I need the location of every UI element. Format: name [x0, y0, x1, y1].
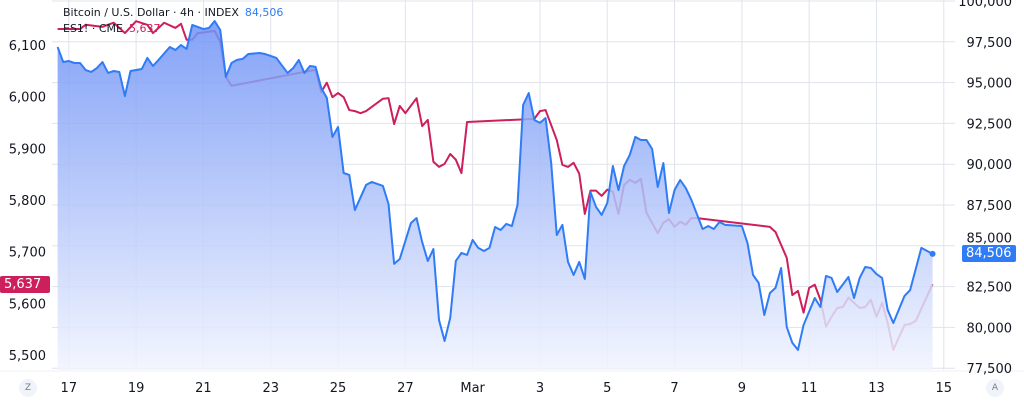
- x-tick-label: 5: [603, 381, 611, 396]
- right-tick-label: 82,500: [967, 281, 1013, 296]
- legend-es-value: 5,637: [128, 22, 161, 35]
- right-tick-label: 85,000: [967, 231, 1013, 246]
- x-tick-label: 25: [330, 381, 347, 396]
- x-tick-label: 27: [397, 381, 414, 396]
- zoom-reset-button[interactable]: Z: [19, 379, 37, 397]
- left-tick-label: 6,000: [9, 91, 46, 106]
- x-tick-label: 15: [936, 381, 953, 396]
- right-tick-label: 80,000: [967, 321, 1013, 336]
- x-tick-label: 9: [738, 381, 746, 396]
- right-axis[interactable]: 100,000 97,500 95,000 92,500 90,000 87,500 85,…: [958, 0, 1012, 377]
- es-price-badge: 5,637: [0, 275, 50, 293]
- btc-price-badge: 84,506: [962, 245, 1016, 263]
- legend-btc-label: Bitcoin / U.S. Dollar · 4h · INDEX: [63, 6, 239, 19]
- left-tick-label: 6,100: [9, 39, 46, 54]
- legend-es[interactable]: ES1! · CME 5,637: [63, 22, 160, 35]
- x-tick-label: 11: [801, 381, 818, 396]
- x-tick-label: 23: [262, 381, 279, 396]
- auto-scale-button[interactable]: A: [986, 379, 1004, 397]
- btc-area: [57, 21, 933, 370]
- btc-last-point-marker: [929, 250, 936, 257]
- btc-line: [56, 20, 934, 351]
- time-axis[interactable]: 17 19 21 23 25 27 Mar 3 5 7 9 11 13 15: [61, 381, 953, 396]
- right-tick-label: 92,500: [967, 117, 1013, 132]
- btc-series: [56, 20, 936, 370]
- left-tick-label: 5,900: [9, 142, 46, 157]
- left-axis[interactable]: 6,100 6,000 5,900 5,800 5,700 5,600 5,500: [9, 39, 46, 364]
- x-tick-label: 19: [128, 381, 145, 396]
- right-tick-label: 77,500: [967, 362, 1013, 377]
- left-tick-label: 5,700: [9, 246, 46, 261]
- x-tick-label: Mar: [460, 381, 485, 396]
- x-tick-label: 7: [670, 381, 678, 396]
- right-tick-label: 100,000: [958, 0, 1012, 10]
- right-tick-label: 87,500: [967, 199, 1013, 214]
- right-tick-label: 95,000: [967, 77, 1013, 92]
- legend-es-label: ES1! · CME: [63, 22, 123, 35]
- x-tick-label: 21: [195, 381, 212, 396]
- legend-btc-value: 84,506: [244, 6, 284, 19]
- x-tick-label: 17: [61, 381, 78, 396]
- left-tick-label: 5,600: [9, 297, 46, 312]
- right-tick-label: 97,500: [967, 36, 1013, 51]
- left-tick-label: 5,500: [9, 349, 46, 364]
- legend-btc[interactable]: Bitcoin / U.S. Dollar · 4h · INDEX 84,506: [63, 6, 283, 19]
- right-tick-label: 90,000: [967, 158, 1013, 173]
- x-tick-label: 13: [868, 381, 885, 396]
- x-tick-label: 3: [536, 381, 544, 396]
- left-tick-label: 5,800: [9, 194, 46, 209]
